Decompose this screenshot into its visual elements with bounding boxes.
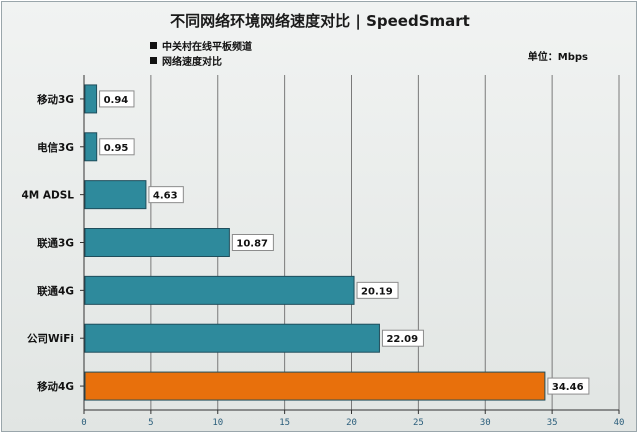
x-tick-label: 30 xyxy=(480,418,491,428)
value-label-box xyxy=(547,377,590,395)
category-label: 公司WiFi xyxy=(27,333,74,345)
x-tick-label: 25 xyxy=(413,418,424,428)
bar xyxy=(84,371,546,401)
legend-item-source: 中关村在线平板频道 xyxy=(150,38,252,53)
bar xyxy=(84,132,98,162)
bar xyxy=(84,180,147,210)
x-tick-label: 15 xyxy=(279,418,290,428)
value-label: 34.46 xyxy=(552,382,584,393)
bar xyxy=(84,323,380,353)
value-label: 4.63 xyxy=(153,191,178,202)
x-tick-label: 0 xyxy=(81,418,86,428)
bar xyxy=(84,84,98,114)
unit-label: 单位：Mbps xyxy=(527,52,588,63)
legend-square-icon xyxy=(150,42,157,49)
value-label: 0.95 xyxy=(104,143,129,154)
legend-square-icon xyxy=(150,57,157,64)
category-label: 联通4G xyxy=(37,284,74,297)
value-label-box xyxy=(148,186,184,204)
category-label: 移动4G xyxy=(37,380,74,393)
value-label: 0.94 xyxy=(104,95,129,106)
bar xyxy=(84,275,355,305)
value-label-box xyxy=(381,329,424,347)
value-label: 10.87 xyxy=(236,239,268,250)
category-label: 联通3G xyxy=(37,237,74,250)
x-tick-label: 10 xyxy=(212,418,223,428)
chart-title: 不同网络环境网络速度对比 | SpeedSmart xyxy=(170,12,470,30)
category-label: 4M ADSL xyxy=(21,190,74,202)
legend-source-label: 中关村在线平板频道 xyxy=(162,42,252,53)
category-label: 电信3G xyxy=(37,141,74,154)
value-label: 20.19 xyxy=(361,286,393,297)
value-label-box xyxy=(356,281,399,299)
category-label: 移动3G xyxy=(37,93,74,106)
legend-series-label: 网络速度对比 xyxy=(162,57,222,68)
value-label-box xyxy=(99,138,135,156)
value-label: 22.09 xyxy=(386,334,418,345)
x-tick-label: 20 xyxy=(346,418,357,428)
legend-item-series: 网络速度对比 xyxy=(150,53,222,68)
value-label-box xyxy=(231,234,274,251)
value-label-box xyxy=(99,90,135,108)
x-tick-label: 35 xyxy=(547,418,558,428)
x-tick-label: 5 xyxy=(148,418,153,428)
bar xyxy=(84,228,230,257)
x-tick-label: 40 xyxy=(614,418,625,428)
